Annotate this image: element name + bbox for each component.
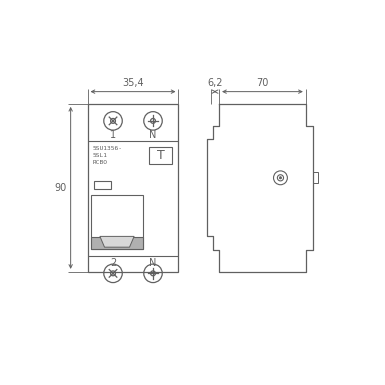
Bar (313, 172, 318, 183)
Text: 5SU1356-: 5SU1356- (92, 146, 122, 151)
Bar (94, 181, 111, 189)
Text: 90: 90 (55, 183, 67, 193)
Bar (149, 147, 172, 164)
Text: RCBO: RCBO (92, 160, 107, 165)
Text: 6,2: 6,2 (207, 78, 223, 88)
Text: 5SL1: 5SL1 (92, 153, 107, 158)
Text: T: T (157, 149, 165, 162)
Circle shape (279, 177, 281, 179)
Bar (90, 195, 143, 249)
Text: N: N (149, 258, 157, 268)
Polygon shape (100, 236, 134, 247)
Text: 1: 1 (110, 130, 116, 140)
Bar (90, 237, 143, 249)
Text: 35,4: 35,4 (122, 78, 144, 88)
Bar (88, 104, 178, 272)
Text: N: N (149, 130, 157, 140)
Text: 70: 70 (256, 78, 269, 88)
Text: 2: 2 (110, 258, 116, 268)
